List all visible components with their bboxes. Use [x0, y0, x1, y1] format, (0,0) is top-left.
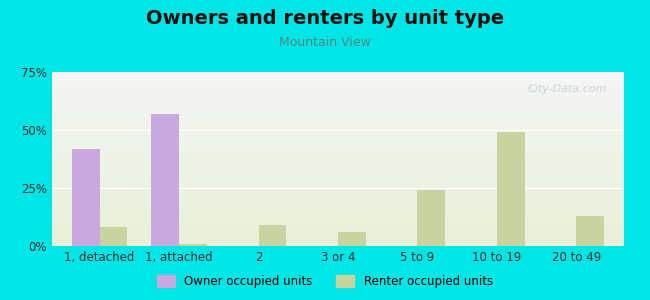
Text: City-Data.com: City-Data.com — [527, 84, 607, 94]
Bar — [179, 244, 207, 246]
Bar — [497, 132, 525, 246]
Bar — [417, 190, 445, 246]
Bar — [99, 227, 127, 246]
Text: Mountain View: Mountain View — [279, 36, 371, 49]
Bar — [259, 225, 287, 246]
Bar — [338, 232, 366, 246]
Bar — [577, 216, 604, 246]
Legend: Owner occupied units, Renter occupied units: Owner occupied units, Renter occupied un… — [154, 271, 496, 291]
Bar — [151, 114, 179, 246]
Bar — [72, 148, 99, 246]
Text: Owners and renters by unit type: Owners and renters by unit type — [146, 9, 504, 28]
